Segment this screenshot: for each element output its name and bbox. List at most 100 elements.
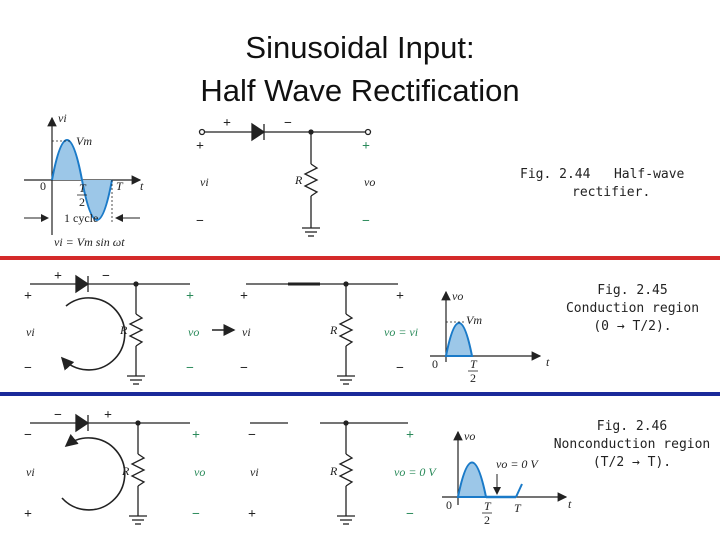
nonconduction-half-wave	[456, 461, 488, 498]
nonconduction-left-circuit	[30, 413, 190, 525]
divider-blue	[0, 392, 720, 396]
c-left-diode-minus: −	[102, 269, 110, 284]
input-zero-label: 0	[40, 179, 46, 193]
c-right-minus: −	[240, 361, 248, 376]
n-left-plus: +	[24, 507, 32, 522]
cg-t2-den: 2	[470, 371, 476, 385]
ng-t: T	[514, 501, 522, 515]
cg-vm: Vm	[466, 313, 482, 327]
c-left-minus-out: −	[186, 361, 194, 376]
output-vo-label: vo	[364, 175, 375, 189]
conduction-current-arrow	[60, 297, 126, 371]
nonconduction-left-labels: − + − vi + R + vo −	[24, 408, 205, 522]
c-left-minus: −	[24, 361, 32, 376]
ng-zero: 0	[446, 498, 452, 512]
c-left-r: R	[119, 323, 128, 337]
input-plus-label: +	[196, 139, 204, 154]
nonconduction-current-arrow	[61, 433, 126, 511]
input-waveform: vi Vm 0 T 2 T t 1 cycle vi = Vm sin ωt	[24, 111, 144, 249]
caption-fig244: Fig. 2.44 Half-wave rectifier.	[520, 166, 695, 202]
c-right-plus: +	[240, 289, 248, 304]
n-right-vi: vi	[250, 465, 259, 479]
c-left-plus: +	[24, 289, 32, 304]
rectifier-circuit	[198, 122, 372, 237]
caption-fig244-text2: rectifier.	[572, 185, 651, 200]
n-right-minus-out: −	[406, 507, 414, 522]
output-minus-label: −	[362, 214, 370, 229]
cg-vo: vo	[452, 289, 463, 303]
conduction-right-circuit	[246, 281, 398, 385]
output-plus-label: +	[362, 139, 370, 154]
ng-t2-den: 2	[484, 513, 490, 527]
ng-vo: vo	[464, 429, 475, 443]
conduction-diode	[75, 274, 90, 294]
caption-fig245-line2: (0 → T/2).	[593, 319, 672, 334]
n-right-vo: vo = 0 V	[394, 465, 437, 479]
conduction-half-wave	[444, 322, 474, 357]
nonconduction-right-labels: − vi + R + vo = 0 V −	[248, 428, 437, 522]
n-left-minus-out: −	[192, 507, 200, 522]
n-left-diode-plus: +	[104, 408, 112, 423]
caption-fig246-line2: (T/2 → T).	[592, 455, 672, 470]
input-minus-label: −	[196, 214, 204, 229]
title-line-1: Sinusoidal Input:	[245, 30, 475, 65]
c-left-diode-plus: +	[54, 269, 62, 284]
ng-vo0: vo = 0 V	[496, 457, 539, 471]
ng-taxis: t	[568, 497, 572, 511]
ng-t2-num: T	[484, 499, 492, 513]
resistor-label: R	[294, 173, 303, 187]
input-formula: vi = Vm sin ωt	[54, 235, 125, 249]
divider-red	[0, 256, 720, 260]
c-right-vi: vi	[242, 325, 251, 339]
nonconduction-diode	[75, 413, 90, 433]
diode-plus-label: +	[223, 116, 231, 131]
cg-t2-num: T	[470, 357, 478, 371]
input-t-label: T	[116, 179, 124, 193]
c-left-plus-out: +	[186, 289, 194, 304]
caption-fig244-text1: Half-wave	[613, 167, 685, 182]
caption-fig246: Fig. 2.46 Nonconduction region (T/2 → T)…	[548, 418, 716, 472]
input-sine-curve	[51, 139, 113, 221]
input-t2-den: 2	[79, 195, 85, 209]
n-left-vi: vi	[26, 465, 35, 479]
n-left-vo: vo	[194, 465, 205, 479]
n-left-r: R	[121, 464, 130, 478]
input-vi-label: vi	[58, 111, 67, 125]
n-left-minus: −	[24, 428, 32, 443]
caption-fig244-num: Fig. 2.44	[520, 167, 591, 182]
conduction-output-graph: vo Vm 0 T 2 t	[430, 289, 550, 385]
nonconduction-right-circuit	[250, 420, 408, 525]
cg-zero: 0	[432, 357, 438, 371]
c-right-vo: vo = vi	[384, 325, 418, 339]
title-line-2: Half Wave Rectification	[200, 73, 520, 108]
input-t2-num: T	[79, 181, 87, 195]
input-cycle-label: 1 cycle	[64, 211, 98, 225]
rectifier-diode	[251, 122, 266, 142]
input-vi-circuit: vi	[200, 175, 209, 189]
n-right-r: R	[329, 464, 338, 478]
caption-fig246-line1: Nonconduction region	[553, 437, 711, 452]
n-left-diode-minus: −	[54, 408, 62, 423]
c-right-r: R	[329, 323, 338, 337]
n-right-minus: −	[248, 428, 256, 443]
caption-fig246-num: Fig. 2.46	[596, 419, 668, 434]
rectifier-resistor	[303, 163, 319, 197]
cg-taxis: t	[546, 355, 550, 369]
input-vm-label: Vm	[76, 134, 92, 148]
conduction-left-circuit	[30, 274, 190, 385]
conduction-right-labels: + vi − R + vo = vi −	[240, 289, 418, 376]
caption-fig245-line1: Conduction region	[565, 301, 700, 316]
caption-fig245-num: Fig. 2.45	[597, 283, 668, 298]
conduction-left-labels: + − + vi − R + vo −	[24, 269, 199, 376]
c-right-plus-out: +	[396, 289, 404, 304]
c-left-vo: vo	[188, 325, 199, 339]
caption-fig245: Fig. 2.45 Conduction region (0 → T/2).	[560, 282, 705, 336]
input-taxis-label: t	[140, 179, 144, 193]
c-right-minus-out: −	[396, 361, 404, 376]
rectifier-circuit-labels: + − + vi − R + vo −	[196, 116, 375, 229]
n-right-plus: +	[248, 507, 256, 522]
c-left-vi: vi	[26, 325, 35, 339]
n-left-plus-out: +	[192, 428, 200, 443]
n-right-plus-out: +	[406, 428, 414, 443]
